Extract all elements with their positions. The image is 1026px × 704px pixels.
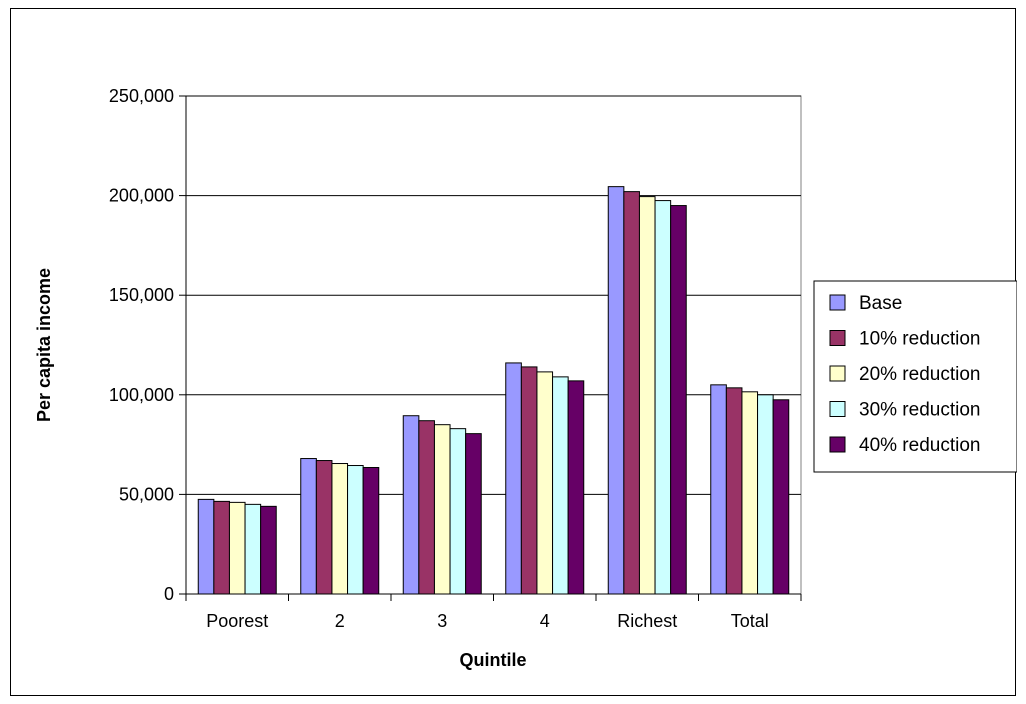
y-tick-label: 50,000 (119, 484, 174, 504)
bar (213, 500, 230, 595)
plot-area (185, 95, 802, 595)
x-tick-label: 2 (335, 611, 345, 631)
bar (260, 505, 277, 595)
bar (607, 186, 625, 595)
gridlines (186, 95, 801, 495)
bar (623, 191, 640, 595)
bar (465, 433, 482, 595)
bar (418, 420, 435, 595)
bar (505, 362, 522, 595)
y-tick-label: 150,000 (109, 285, 174, 305)
bar (362, 467, 380, 595)
bar (567, 380, 585, 595)
bar (197, 498, 215, 595)
x-axis-title: Quintile (460, 650, 527, 670)
x-tick-label: Total (731, 611, 769, 631)
x-tick-label: Richest (617, 611, 677, 631)
bar (331, 463, 349, 595)
bar (449, 428, 467, 595)
legend-box (813, 280, 1018, 473)
legend-label: 10% reduction (859, 329, 980, 350)
bar (757, 394, 774, 595)
bar (347, 465, 364, 595)
legend-label: 20% reduction (859, 364, 980, 385)
y-axis: 0 50,000 100,000 150,000 200,000 250,000 (109, 86, 187, 604)
legend-swatch (829, 401, 846, 417)
y-tick-label: 0 (164, 584, 174, 604)
bar (433, 424, 451, 595)
bar (244, 503, 262, 595)
y-tick-label: 100,000 (109, 385, 174, 405)
bar (520, 366, 538, 595)
bar (402, 415, 420, 595)
bar (741, 391, 759, 595)
bar (536, 371, 554, 595)
bar (300, 458, 317, 595)
y-tick-label: 250,000 (109, 86, 174, 106)
bar (552, 376, 569, 595)
bar (315, 460, 333, 595)
y-axis-title: Per capita income (34, 268, 54, 422)
legend-swatch (829, 365, 846, 382)
x-axis: Poorest 2 3 4 Richest Total (185, 593, 802, 631)
legend-label: 40% reduction (859, 435, 980, 456)
bar (710, 384, 727, 595)
x-tick-label: 4 (540, 611, 550, 631)
legend-swatch (829, 330, 846, 346)
bar (638, 196, 656, 595)
legend-swatch (829, 436, 846, 453)
y-tick-label: 200,000 (109, 186, 174, 206)
chart-frame: 0 50,000 100,000 150,000 200,000 250,000 Poor… (10, 8, 1018, 696)
legend-label: Base (859, 293, 902, 314)
legend: Base 10% reduction 20% reduction 30% reduct… (813, 280, 1018, 473)
bar (670, 205, 687, 595)
x-tick-label: 3 (437, 611, 447, 631)
bar (228, 501, 246, 595)
bar (725, 387, 743, 595)
bar (654, 200, 672, 595)
x-tick-label: Poorest (206, 611, 268, 631)
legend-label: 30% reduction (859, 400, 980, 421)
legend-swatch (829, 294, 846, 311)
bar-chart: 0 50,000 100,000 150,000 200,000 250,000 Poor… (34, 86, 1018, 670)
bar (772, 399, 790, 595)
